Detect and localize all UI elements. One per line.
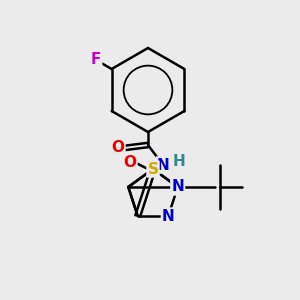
- Text: F: F: [91, 52, 101, 68]
- Text: N: N: [157, 158, 169, 172]
- Text: N: N: [162, 208, 175, 224]
- Text: O: O: [124, 154, 136, 169]
- Text: N: N: [171, 179, 184, 194]
- Text: O: O: [112, 140, 124, 155]
- Text: S: S: [148, 161, 158, 176]
- Text: H: H: [172, 154, 185, 169]
